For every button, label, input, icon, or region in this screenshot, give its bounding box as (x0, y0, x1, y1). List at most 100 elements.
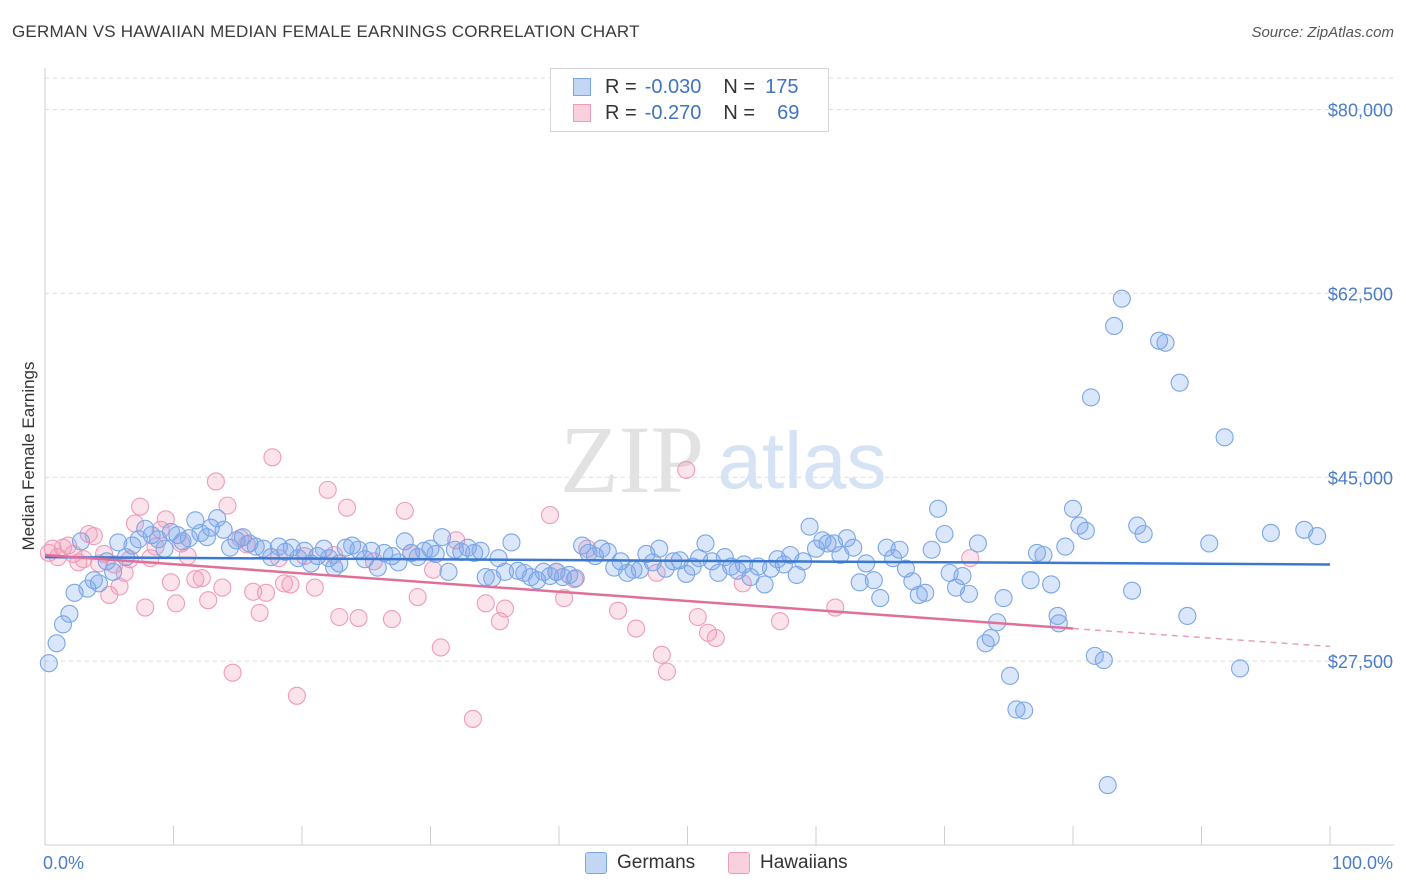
hawaiian-point (330, 607, 349, 627)
german-point (220, 538, 240, 557)
legend-label-germans: Germans (617, 852, 696, 873)
hawaiian-point (382, 610, 402, 629)
axes (44, 68, 1394, 846)
german-point (1231, 659, 1250, 678)
legend-n-label: N = (723, 75, 756, 98)
hawaiian-point (431, 638, 450, 657)
hawaiian-point (318, 480, 337, 499)
y-tick-label: $27,500 (1328, 652, 1393, 672)
hawaiian-point (826, 598, 845, 617)
german-point (60, 604, 79, 623)
german-point (1007, 700, 1026, 719)
german-point (818, 534, 837, 553)
watermark-zip: ZIP (560, 406, 704, 513)
hawaiian-point (349, 609, 368, 628)
german-point (314, 539, 333, 558)
y-axis-label: Median Female Earnings (19, 362, 38, 551)
german-point (1105, 316, 1124, 336)
german-point (890, 540, 909, 559)
german-point (71, 532, 91, 551)
german-point (755, 575, 774, 594)
hawaiian-point (657, 662, 676, 681)
german-point (197, 528, 216, 547)
hawaiian-point (395, 501, 414, 520)
german-point (1021, 571, 1040, 590)
legend-swatch-hawaiians (573, 104, 591, 122)
hawaiian-point (136, 598, 155, 617)
german-point (179, 529, 198, 548)
german-point (330, 554, 349, 573)
hawaiian-point (131, 497, 150, 516)
y-tick-label: $62,500 (1328, 284, 1393, 304)
hawaiian-point (244, 582, 263, 601)
legend-row-germans: R = -0.030 N = 175 (573, 74, 798, 100)
german-point (871, 589, 890, 608)
german-point (968, 534, 987, 553)
german-point (994, 589, 1013, 608)
german-point (1049, 614, 1068, 633)
hawaiian-point (677, 460, 696, 479)
german-point (208, 509, 227, 528)
german-point (495, 562, 515, 581)
german-point (47, 634, 66, 653)
german-point (439, 562, 458, 581)
hawaiian-point (770, 612, 790, 631)
hawaiian-point (627, 619, 646, 638)
german-point (1042, 575, 1061, 594)
hawaiian-point (213, 578, 232, 597)
trend-line-hawaiians-extension (1072, 627, 1331, 648)
legend-swatch-germans (573, 78, 591, 96)
german-point (1156, 333, 1175, 352)
y-tick-label: $80,000 (1328, 101, 1393, 121)
german-point (813, 531, 832, 550)
series-germans (39, 289, 1327, 795)
german-point (1098, 776, 1117, 795)
german-point (109, 533, 128, 552)
german-point (959, 584, 978, 603)
x-tick-labels: 0.0% 100.0% (43, 853, 1393, 873)
german-point (1034, 545, 1053, 565)
legend-n-value: 175 (765, 75, 799, 98)
german-point (502, 533, 521, 552)
hawaiian-point (688, 607, 707, 627)
german-point (1063, 499, 1083, 518)
german-point (155, 539, 174, 558)
german-point (573, 536, 592, 555)
x-tick-label: 0.0% (43, 853, 84, 873)
german-point (922, 540, 941, 559)
german-point (1027, 543, 1047, 562)
hawaiian-point (186, 570, 205, 589)
german-point (916, 583, 935, 602)
german-point (1056, 537, 1075, 556)
legend-item-hawaiians[interactable]: Hawaiians (728, 852, 848, 874)
german-point (421, 539, 440, 558)
hawaiian-point (706, 628, 725, 648)
legend-item-germans[interactable]: Germans (585, 852, 695, 874)
german-point (1200, 534, 1219, 553)
german-point (395, 532, 414, 551)
hawaiian-point (161, 573, 180, 592)
legend-swatch-germans (585, 852, 607, 874)
german-point (553, 568, 572, 587)
hawaiian-point (463, 709, 482, 728)
legend-r-value: -0.270 (644, 101, 702, 124)
hawaiian-point (337, 498, 357, 517)
hawaiian-point (199, 591, 218, 610)
hawaiian-point (274, 574, 294, 593)
german-point (1094, 651, 1113, 670)
german-point (953, 566, 972, 586)
legend-r-value: -0.030 (644, 75, 702, 98)
german-point (84, 571, 103, 590)
x-tick-label: 100.0% (1332, 853, 1393, 873)
german-point (1081, 388, 1101, 407)
hawaiian-point (424, 560, 443, 579)
german-point (929, 499, 948, 518)
hawaiian-point (476, 594, 495, 613)
german-point (1308, 527, 1327, 546)
y-tick-labels: $27,500 $45,000 $62,500 $80,000 (1328, 101, 1393, 673)
watermark-atlas: atlas (718, 416, 887, 505)
german-point (1134, 524, 1153, 544)
german-point (1261, 523, 1280, 542)
german-point (1076, 521, 1095, 540)
